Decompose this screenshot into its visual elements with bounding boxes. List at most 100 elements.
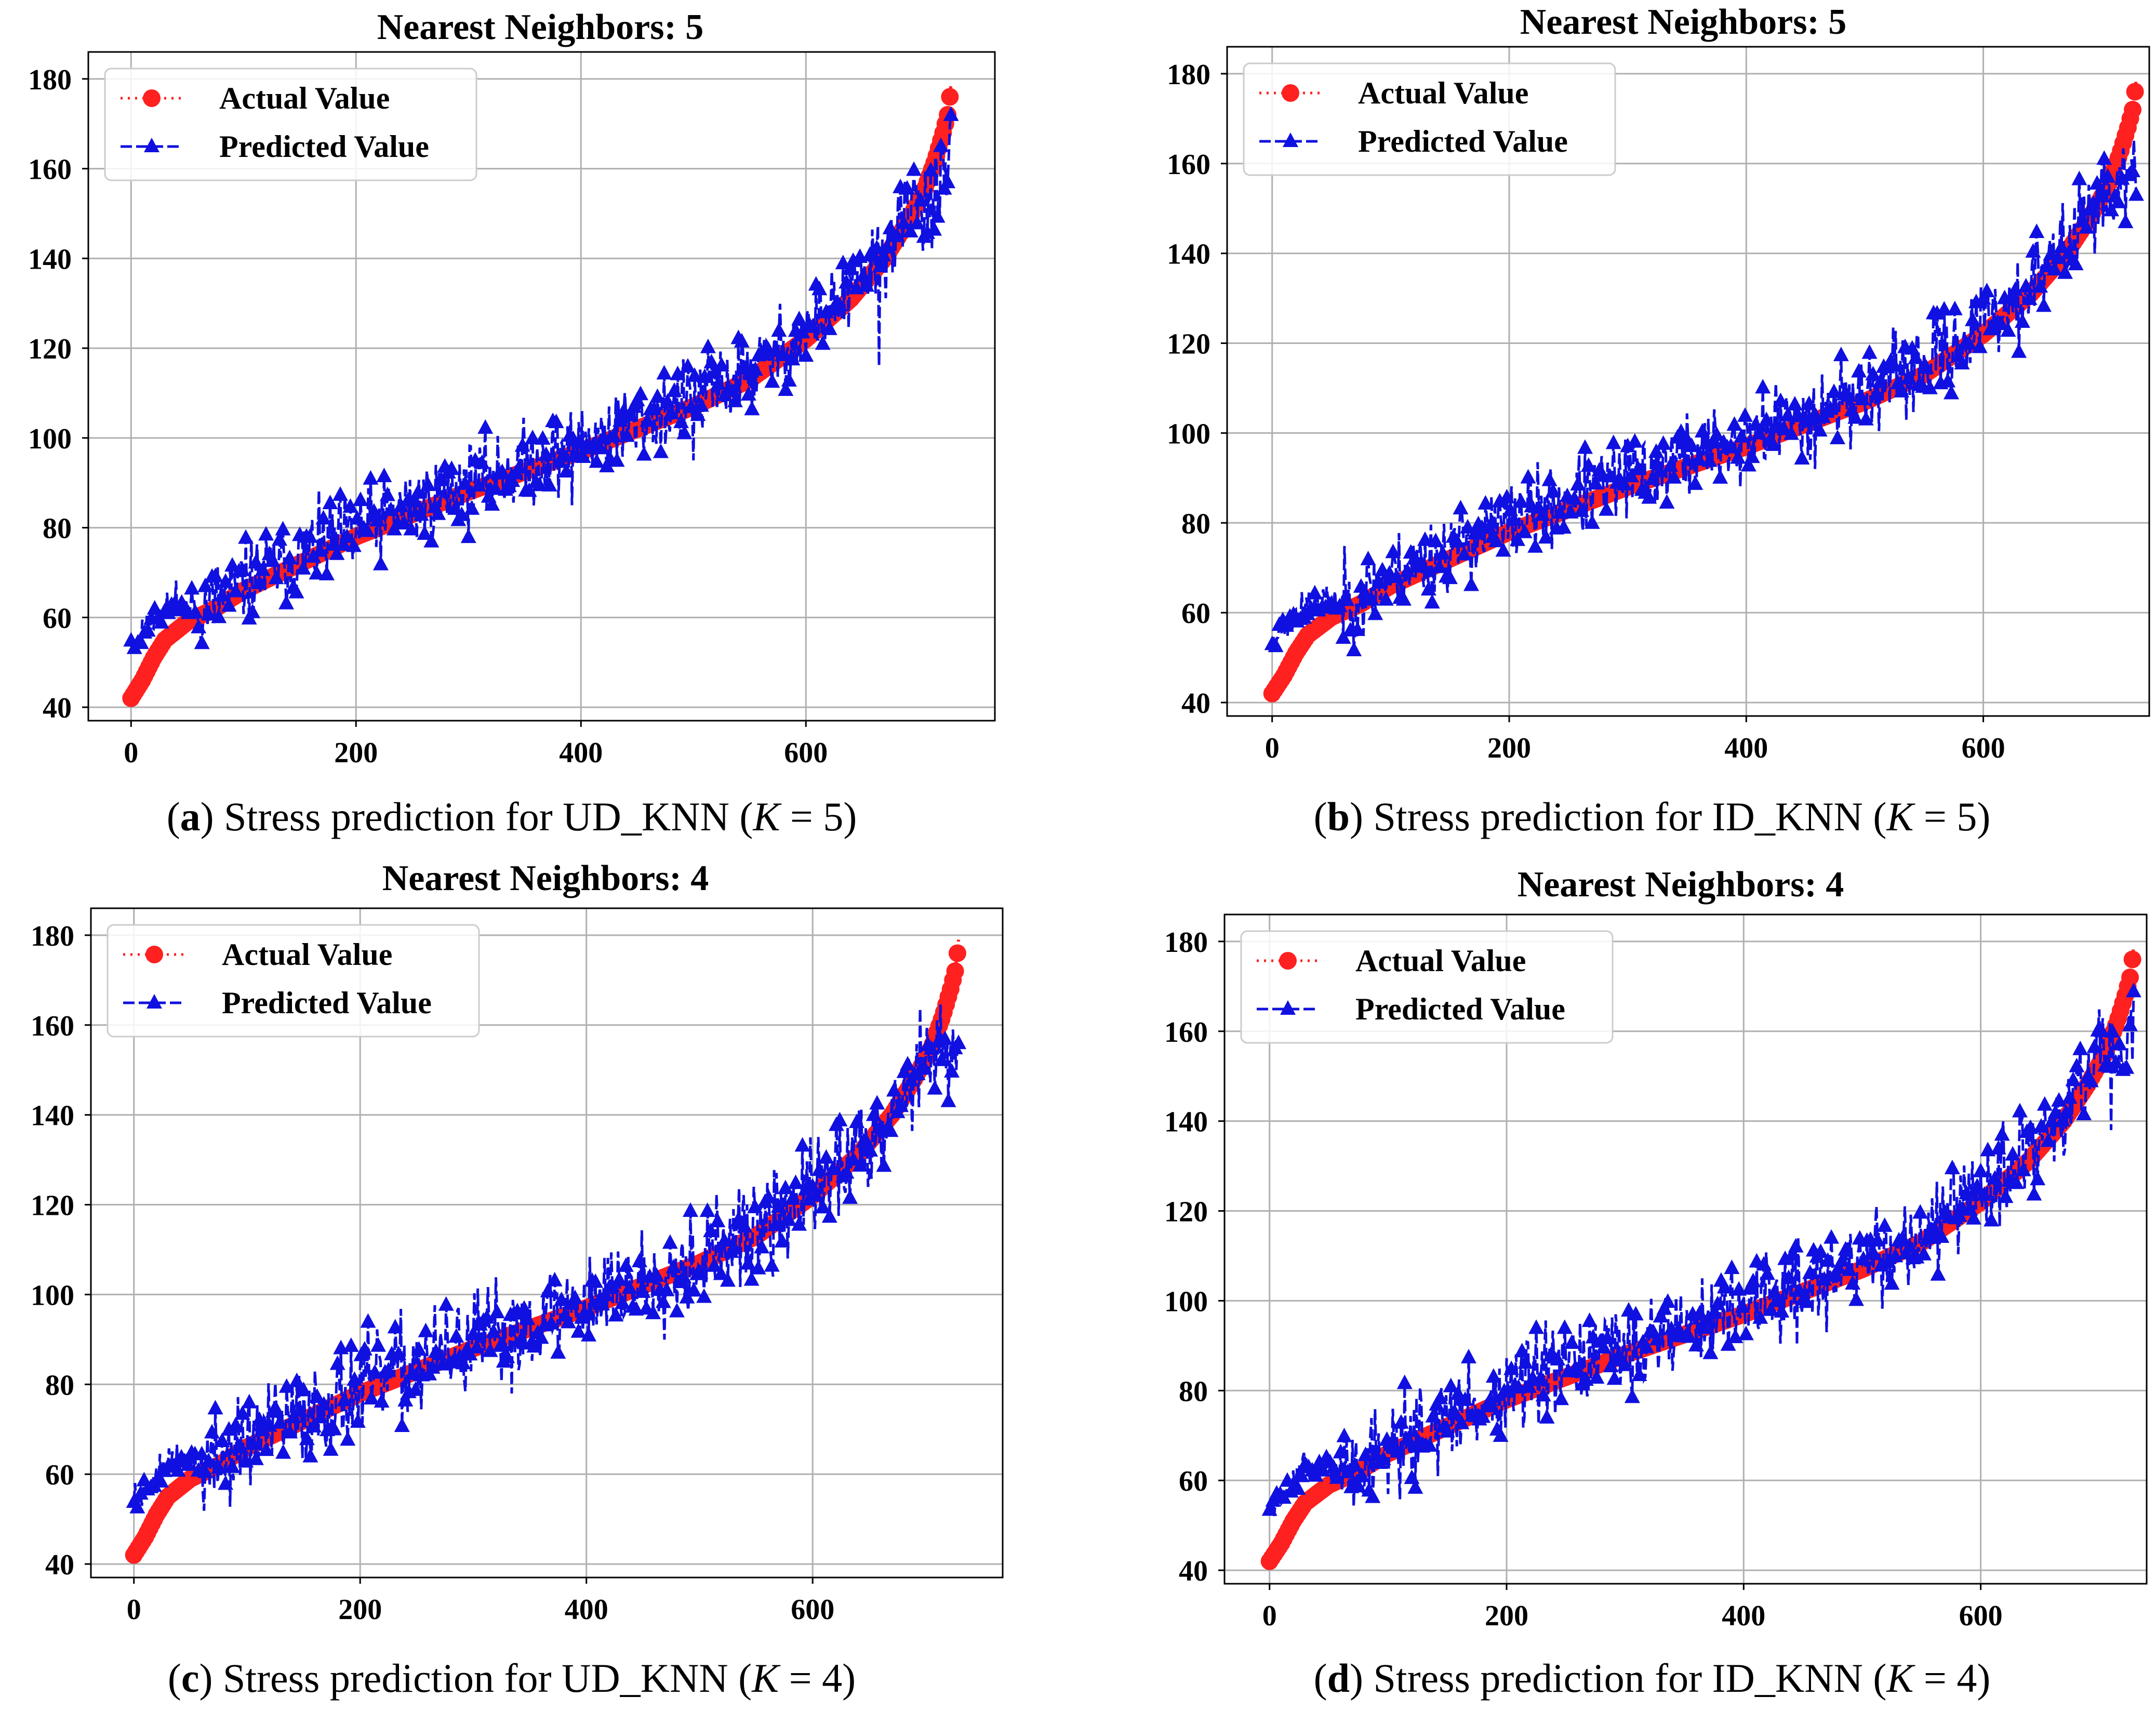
predicted-point [372, 555, 389, 571]
predicted-point [1744, 448, 1760, 463]
predicted-point [1446, 1403, 1462, 1418]
predicted-point [784, 1190, 800, 1205]
predicted-point [2044, 1112, 2060, 1128]
predicted-point [1799, 1293, 1815, 1308]
x-tick-label: 400 [1724, 732, 1768, 764]
predicted-point [1965, 1210, 1981, 1225]
predicted-point [710, 375, 726, 390]
panel-c: Nearest Neighbors: 4 0 200 400 600 40 60 80 100… [31, 858, 1004, 1701]
predicted-point [541, 476, 557, 492]
predicted-point [2119, 1059, 2135, 1074]
predicted-point [318, 565, 335, 580]
predicted-point [663, 404, 679, 419]
predicted-point [2108, 1054, 2124, 1069]
predicted-point [1900, 369, 1917, 385]
predicted-point [633, 386, 649, 401]
predicted-point [313, 1409, 329, 1424]
panel-d: Nearest Neighbors: 4 0 200 400 600 40 60 80 100… [1164, 865, 2148, 1701]
predicted-point [1360, 550, 1376, 565]
predicted-point [278, 1378, 295, 1393]
predicted-point [370, 1337, 387, 1352]
predicted-point [275, 1444, 291, 1459]
predicted-point [555, 446, 571, 461]
predicted-point [1628, 1306, 1644, 1321]
predicted-point [781, 372, 797, 387]
x-tick-label: 600 [791, 1594, 834, 1626]
predicted-point [2111, 1036, 2127, 1051]
predicted-point [1499, 488, 1515, 503]
predicted-point [543, 1315, 560, 1330]
predicted-point [1901, 1238, 1918, 1253]
predicted-point [347, 1371, 363, 1386]
predicted-point [350, 1413, 366, 1428]
predicted-point [906, 161, 922, 176]
predicted-point [693, 1265, 709, 1280]
predicted-point [673, 413, 689, 428]
predicted-point [258, 1441, 274, 1456]
predicted-point [743, 1271, 760, 1286]
predicted-point [1735, 1298, 1751, 1313]
predicted-point [218, 1475, 234, 1490]
y-tick-label: 40 [43, 692, 72, 724]
predicted-point [1784, 1246, 1800, 1261]
predicted-point [1972, 338, 1988, 353]
predicted-point [1535, 1387, 1551, 1402]
predicted-point [1454, 1414, 1470, 1429]
predicted-point [1827, 1267, 1843, 1282]
predicted-point [1485, 1368, 1501, 1383]
predicted-point [1930, 1266, 1946, 1281]
predicted-point [1973, 1162, 1989, 1177]
predicted-point [474, 454, 490, 469]
predicted-point [640, 412, 656, 427]
predicted-point [1336, 1427, 1352, 1442]
predicted-point [457, 475, 473, 490]
predicted-point [278, 594, 295, 609]
predicted-point [1442, 569, 1458, 585]
y-tick-label: 100 [28, 423, 72, 455]
predicted-point [1649, 1331, 1665, 1346]
predicted-point [1961, 335, 1977, 350]
predicted-point [1555, 519, 1572, 534]
predicted-point [1872, 373, 1888, 388]
predicted-point [740, 386, 756, 401]
predicted-point [397, 1391, 414, 1407]
predicted-point [1563, 503, 1579, 519]
predicted-point [1333, 1443, 1349, 1459]
predicted-point [1730, 449, 1746, 464]
predicted-point [1435, 545, 1451, 560]
predicted-point [866, 1106, 882, 1121]
predicted-point [550, 1344, 566, 1359]
predicted-point [622, 407, 638, 422]
predicted-point [1861, 344, 1878, 359]
predicted-point [798, 347, 814, 362]
predicted-point [1371, 574, 1387, 589]
predicted-point [1294, 1467, 1310, 1482]
predicted-point [336, 1391, 352, 1407]
predicted-point [1855, 1251, 1871, 1266]
predicted-point [2068, 256, 2084, 271]
x-tick-label: 600 [1962, 732, 2005, 764]
predicted-point [832, 1111, 848, 1126]
predicted-point [404, 1365, 420, 1380]
predicted-point [611, 1271, 627, 1286]
predicted-point [2005, 1146, 2021, 1161]
predicted-point [1774, 1303, 1790, 1318]
predicted-point [479, 1309, 495, 1324]
predicted-point [1335, 629, 1351, 644]
predicted-point [418, 1322, 434, 1337]
predicted-point [1751, 425, 1767, 440]
predicted-point [1624, 1388, 1640, 1403]
predicted-point [1420, 581, 1436, 596]
predicted-point [349, 510, 365, 525]
panel-b: Nearest Neighbors: 5 0 200 400 600 40 60 80 100… [1167, 2, 2150, 839]
predicted-point [839, 1164, 855, 1179]
predicted-point [1553, 1390, 1569, 1406]
predicted-point [1880, 1253, 1896, 1268]
predicted-point [869, 1095, 885, 1110]
predicted-point [1550, 1350, 1566, 1366]
predicted-point [268, 569, 284, 585]
predicted-point [778, 381, 794, 396]
predicted-point [282, 1424, 298, 1439]
predicted-point [356, 1341, 372, 1356]
predicted-point [747, 361, 763, 376]
